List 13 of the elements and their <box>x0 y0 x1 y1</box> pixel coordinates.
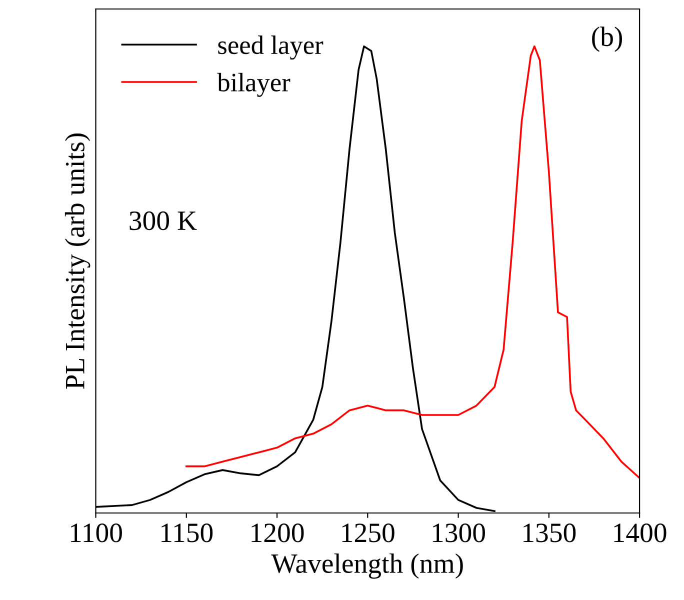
annotation: 300 K <box>130 211 197 230</box>
annotation: (b) <box>592 26 622 52</box>
x-tick-label: 1350 <box>524 524 576 542</box>
x-tick-label: 1400 <box>614 524 666 542</box>
x-tick-label: 1100 <box>70 524 122 542</box>
x-tick-label: 1250 <box>342 524 394 542</box>
x-tick-label: 1200 <box>252 524 304 542</box>
legend-label: bilayer <box>217 72 290 97</box>
x-tick-label: 1150 <box>162 524 213 542</box>
legend-label: seed layer <box>218 36 324 60</box>
y-axis-title: PL Intensity (arb units) <box>64 134 90 389</box>
x-tick-label: 1300 <box>432 524 485 542</box>
x-axis-title: Wavelength (nm) <box>271 553 463 579</box>
